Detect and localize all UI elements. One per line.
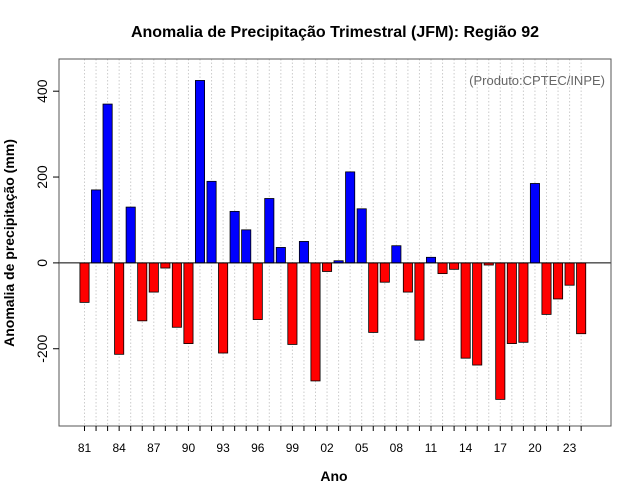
- x-tick-label: 05: [355, 441, 369, 455]
- y-tick-label: 400: [34, 79, 50, 103]
- bar-1994: [229, 210, 240, 264]
- bar-1989: [171, 262, 182, 328]
- bar-2021: [541, 262, 552, 315]
- bar-2000: [298, 241, 309, 264]
- x-tick-label: 84: [112, 441, 126, 455]
- y-axis: -200 0 200 400: [34, 79, 59, 363]
- bar-1985: [125, 206, 136, 264]
- bars: [79, 80, 587, 400]
- credit-label: (Produto:CPTEC/INPE): [469, 73, 605, 88]
- x-tick-label: 14: [459, 441, 473, 455]
- bar-2002: [322, 262, 333, 272]
- bar-2019: [518, 262, 529, 343]
- x-tick-label: 93: [216, 441, 230, 455]
- bar-2018: [506, 262, 517, 344]
- bar-2024: [576, 262, 587, 335]
- bar-1996: [252, 262, 263, 320]
- bar-1995: [241, 229, 252, 264]
- y-tick-label: -200: [34, 335, 50, 363]
- bar-1982: [91, 189, 102, 264]
- bar-2012: [437, 262, 448, 275]
- bar-2005: [356, 208, 367, 264]
- plot-frame: [58, 58, 612, 427]
- x-axis-title: Ano: [320, 468, 347, 484]
- x-tick-label: 08: [390, 441, 404, 455]
- x-tick-label: 90: [182, 441, 196, 455]
- bar-2022: [553, 262, 564, 300]
- bar-1992: [206, 180, 217, 264]
- bar-2009: [402, 262, 413, 293]
- x-tick-label: 99: [286, 441, 300, 455]
- bar-2006: [368, 262, 379, 333]
- x-tick-label: 96: [251, 441, 265, 455]
- chart-title: Anomalia de Precipitação Trimestral (JFM…: [131, 24, 539, 41]
- bar-2001: [310, 262, 321, 382]
- bar-1999: [287, 262, 298, 345]
- bar-2020: [529, 183, 540, 264]
- bar-2008: [391, 245, 402, 264]
- bar-2015: [472, 262, 483, 366]
- x-axis: 81 84 87 90 93 96 99 02 05 08 11 14 17 20 23: [78, 426, 582, 455]
- bar-1993: [218, 262, 229, 354]
- bar-1991: [194, 80, 205, 264]
- x-tick-label: 87: [147, 441, 161, 455]
- bar-1983: [102, 103, 113, 264]
- y-axis-title: Anomalia de precipitação (mm): [1, 139, 17, 347]
- bar-1986: [137, 262, 148, 322]
- y-tick-label: 0: [34, 259, 50, 267]
- x-tick-label: 20: [528, 441, 542, 455]
- bar-2011: [425, 256, 436, 264]
- y-tick-label: 200: [34, 165, 50, 189]
- x-tick-label: 17: [494, 441, 508, 455]
- bar-2004: [345, 171, 356, 264]
- x-tick-label: 23: [563, 441, 577, 455]
- x-tick-label: 11: [425, 441, 438, 455]
- bar-2014: [460, 262, 471, 359]
- bar-1998: [275, 247, 286, 264]
- x-tick-label: 02: [320, 441, 334, 455]
- bar-1981: [79, 262, 90, 303]
- bar-2023: [564, 262, 575, 286]
- bar-2017: [495, 262, 506, 400]
- bar-2013: [449, 262, 460, 270]
- x-tick-label: 81: [78, 441, 92, 455]
- bar-1987: [148, 262, 159, 293]
- bar-1997: [264, 198, 275, 264]
- bar-2010: [414, 262, 425, 341]
- bar-2007: [379, 262, 390, 283]
- bar-1990: [183, 262, 194, 344]
- bar-1984: [114, 262, 125, 355]
- bar-1988: [160, 262, 171, 269]
